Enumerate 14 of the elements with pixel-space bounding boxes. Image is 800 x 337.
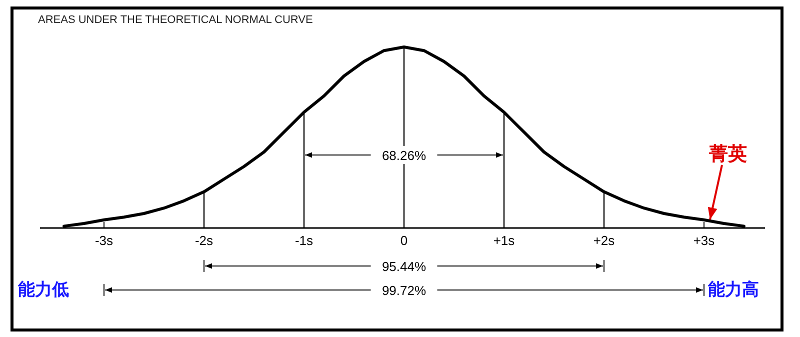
annotation: 菁英 bbox=[708, 143, 747, 165]
x-tick-label: -2s bbox=[194, 233, 214, 248]
x-tick-label: +2s bbox=[593, 233, 616, 248]
x-tick-label: -1s bbox=[294, 233, 314, 248]
x-tick-label: 0 bbox=[400, 233, 408, 248]
text: 95.44% bbox=[382, 259, 426, 274]
x-tick-label: +1s bbox=[493, 233, 516, 248]
chart-title: AREAS UNDER THE THEORETICAL NORMAL CURVE bbox=[38, 14, 313, 26]
text: 99.72% bbox=[382, 283, 426, 298]
annotation: 68.26% bbox=[382, 148, 426, 163]
x-tick-label: -3s bbox=[94, 233, 114, 248]
text: 能力低 bbox=[18, 280, 69, 300]
x-tick-label: +3s bbox=[693, 233, 716, 248]
text: 能力高 bbox=[708, 280, 759, 300]
